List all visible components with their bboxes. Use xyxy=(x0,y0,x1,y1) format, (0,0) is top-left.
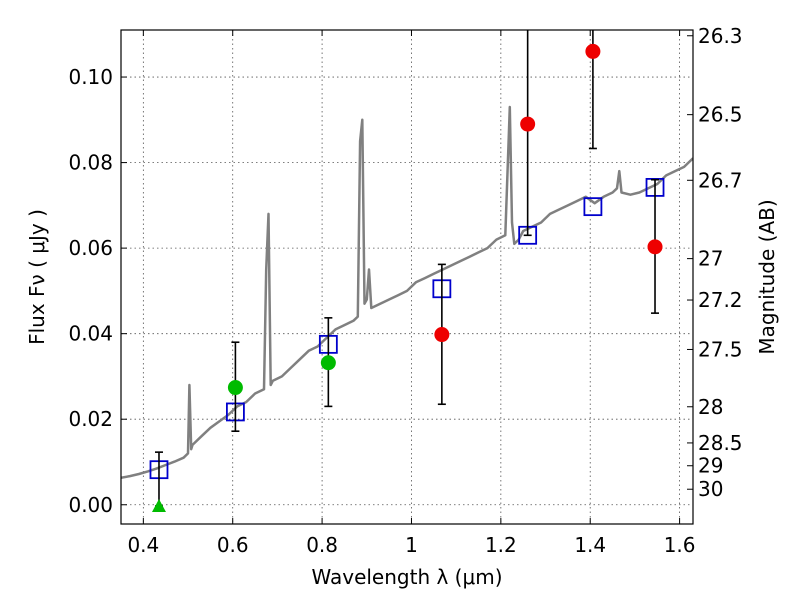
x-tick-label: 0.8 xyxy=(306,533,338,557)
x-tick-label: 1.6 xyxy=(664,533,696,557)
right-tick-label: 26.5 xyxy=(698,103,743,127)
grid xyxy=(121,30,693,524)
x-tick-label: 0.4 xyxy=(127,533,159,557)
right-tick-label: 28.5 xyxy=(698,431,743,455)
x-tick-label: 1.2 xyxy=(485,533,517,557)
right-tick-label: 29 xyxy=(698,454,723,478)
flux-point xyxy=(585,43,601,59)
y-tick-label: 0.10 xyxy=(68,65,113,89)
flux-point xyxy=(320,355,336,371)
y-tick-label: 0.06 xyxy=(68,236,113,260)
x-tick-label: 1.4 xyxy=(574,533,606,557)
right-tick-label: 27.2 xyxy=(698,288,743,312)
y-tick-label: 0.02 xyxy=(68,407,113,431)
right-tick-label: 30 xyxy=(698,477,723,501)
y-tick-label: 0.00 xyxy=(68,493,113,517)
right-tick-label: 26.3 xyxy=(698,24,743,48)
flux-point xyxy=(520,116,536,132)
ticks: 0.4 0.6 0.8 1 1.2 1.4 1.6 0.00 0.02 0.04 0.06 0.08 0… xyxy=(68,24,742,557)
x-axis-title: Wavelength λ (μm) xyxy=(311,565,502,589)
right-tick-label: 28 xyxy=(698,395,723,419)
x-tick-label: 1 xyxy=(405,533,418,557)
right-tick-label: 27.5 xyxy=(698,337,743,361)
y-tick-label: 0.04 xyxy=(68,322,113,346)
flux-point xyxy=(647,239,663,255)
flux-point xyxy=(434,327,450,343)
x-tick-label: 0.6 xyxy=(217,533,249,557)
flux-point xyxy=(227,380,243,396)
plot-frame xyxy=(120,29,694,525)
right-tick-label: 27 xyxy=(698,247,723,271)
model-square-marker xyxy=(583,197,603,217)
spectrum-line xyxy=(121,105,693,480)
y-tick-label: 0.08 xyxy=(68,151,113,175)
right-axis-title: Magnitude (AB) xyxy=(755,199,779,354)
y-axis-title: Flux Fν ( μJy ) xyxy=(25,209,49,345)
upper-limit-marker xyxy=(151,499,166,513)
right-tick-label: 26.7 xyxy=(698,168,743,192)
series-layer xyxy=(121,30,693,513)
